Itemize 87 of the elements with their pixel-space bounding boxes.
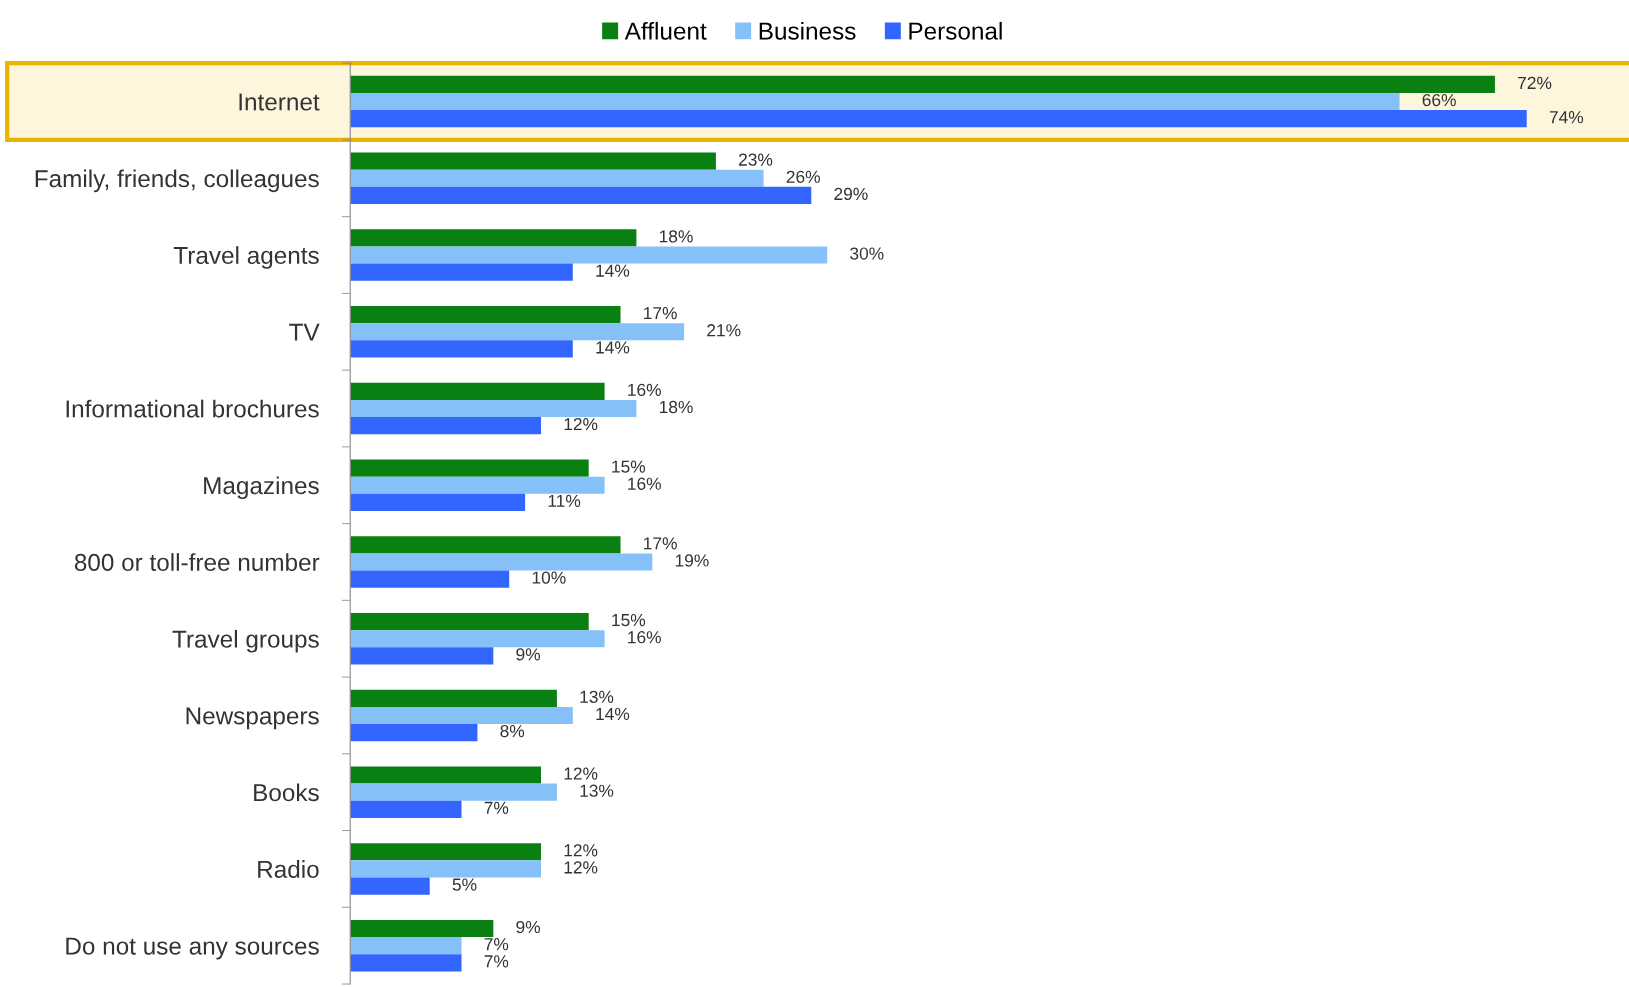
bar [350,919,494,938]
data-label: 8% [500,724,525,738]
data-label: 18% [659,400,693,414]
data-label: 5% [452,878,477,891]
bar [350,323,685,341]
legend-label: Business [759,21,856,40]
data-label: 15% [612,460,646,473]
bar [350,706,573,725]
data-label: 15% [612,614,646,627]
bar [350,783,557,801]
bar [350,110,1527,128]
legend-label: Affluent [624,21,707,40]
y-tick-label: Radio [258,860,319,878]
bar [350,689,557,707]
data-label: 17% [644,307,677,320]
data-label: 7% [484,938,509,951]
bar [350,647,494,665]
data-label: 26% [786,170,820,183]
bar [350,263,573,281]
bar [350,613,589,631]
bar [350,417,542,435]
data-label: 74% [1549,111,1584,124]
data-label: 11% [548,494,581,507]
data-label: 29% [834,187,868,201]
bar [350,459,589,477]
data-label: 14% [596,341,630,354]
data-label: 7% [484,801,509,814]
data-label: 13% [580,690,614,703]
y-tick-label: Do not use any sources [66,937,319,960]
data-label: 66% [1422,93,1456,107]
data-label: 7% [484,955,509,968]
bar [350,382,605,400]
bar [350,954,462,972]
bar [350,476,605,494]
data-label: 14% [596,707,630,721]
data-label: 16% [628,477,661,490]
bar [350,860,542,878]
data-label: 12% [564,767,598,780]
y-tick-label: Newspapers [186,707,319,730]
data-label: 23% [739,153,773,166]
data-label: 14% [596,264,630,277]
bar [350,877,430,895]
data-label: 16% [628,631,661,644]
data-label: 18% [659,230,693,243]
data-label: 12% [564,844,598,857]
bar [350,340,573,358]
bar [350,75,1495,93]
data-label: 13% [580,784,614,797]
bar [350,92,1400,111]
data-label: 9% [516,648,541,661]
y-tick-label: Travel groups [172,629,319,653]
bar [350,306,621,324]
data-label: 21% [707,324,741,337]
data-label: 16% [628,383,661,397]
y-tick-label: TV [289,323,320,341]
bar [350,630,605,648]
y-tick-label: Magazines [204,476,319,500]
bar [350,553,653,571]
bar [350,152,716,170]
data-label: 72% [1518,76,1552,89]
data-label: 30% [850,247,884,260]
bar [350,399,637,418]
bar [350,570,510,588]
data-label: 10% [532,571,566,584]
bar [350,229,637,247]
y-tick-label: Books [254,783,319,802]
bar [350,724,478,742]
bar [350,766,542,784]
bar [350,843,542,861]
y-tick-label: Informational brochures [66,399,319,418]
legend-label: Personal [909,21,1002,40]
data-label: 19% [675,554,709,567]
y-tick-label: Travel agents [173,246,319,269]
bar [350,493,526,511]
bar [350,186,812,204]
y-tick-label: Internet [239,93,320,111]
data-label: 17% [644,537,677,550]
bar [350,169,764,187]
bar [350,536,621,554]
data-label: 9% [516,920,541,934]
data-label: 12% [564,861,598,874]
bar [350,246,828,264]
bar [350,800,462,818]
y-tick-label: 800 or toll-free number [74,553,320,572]
y-tick-label: Family, friends, colleagues [35,169,319,193]
data-label: 12% [564,418,598,431]
bar [350,937,462,955]
